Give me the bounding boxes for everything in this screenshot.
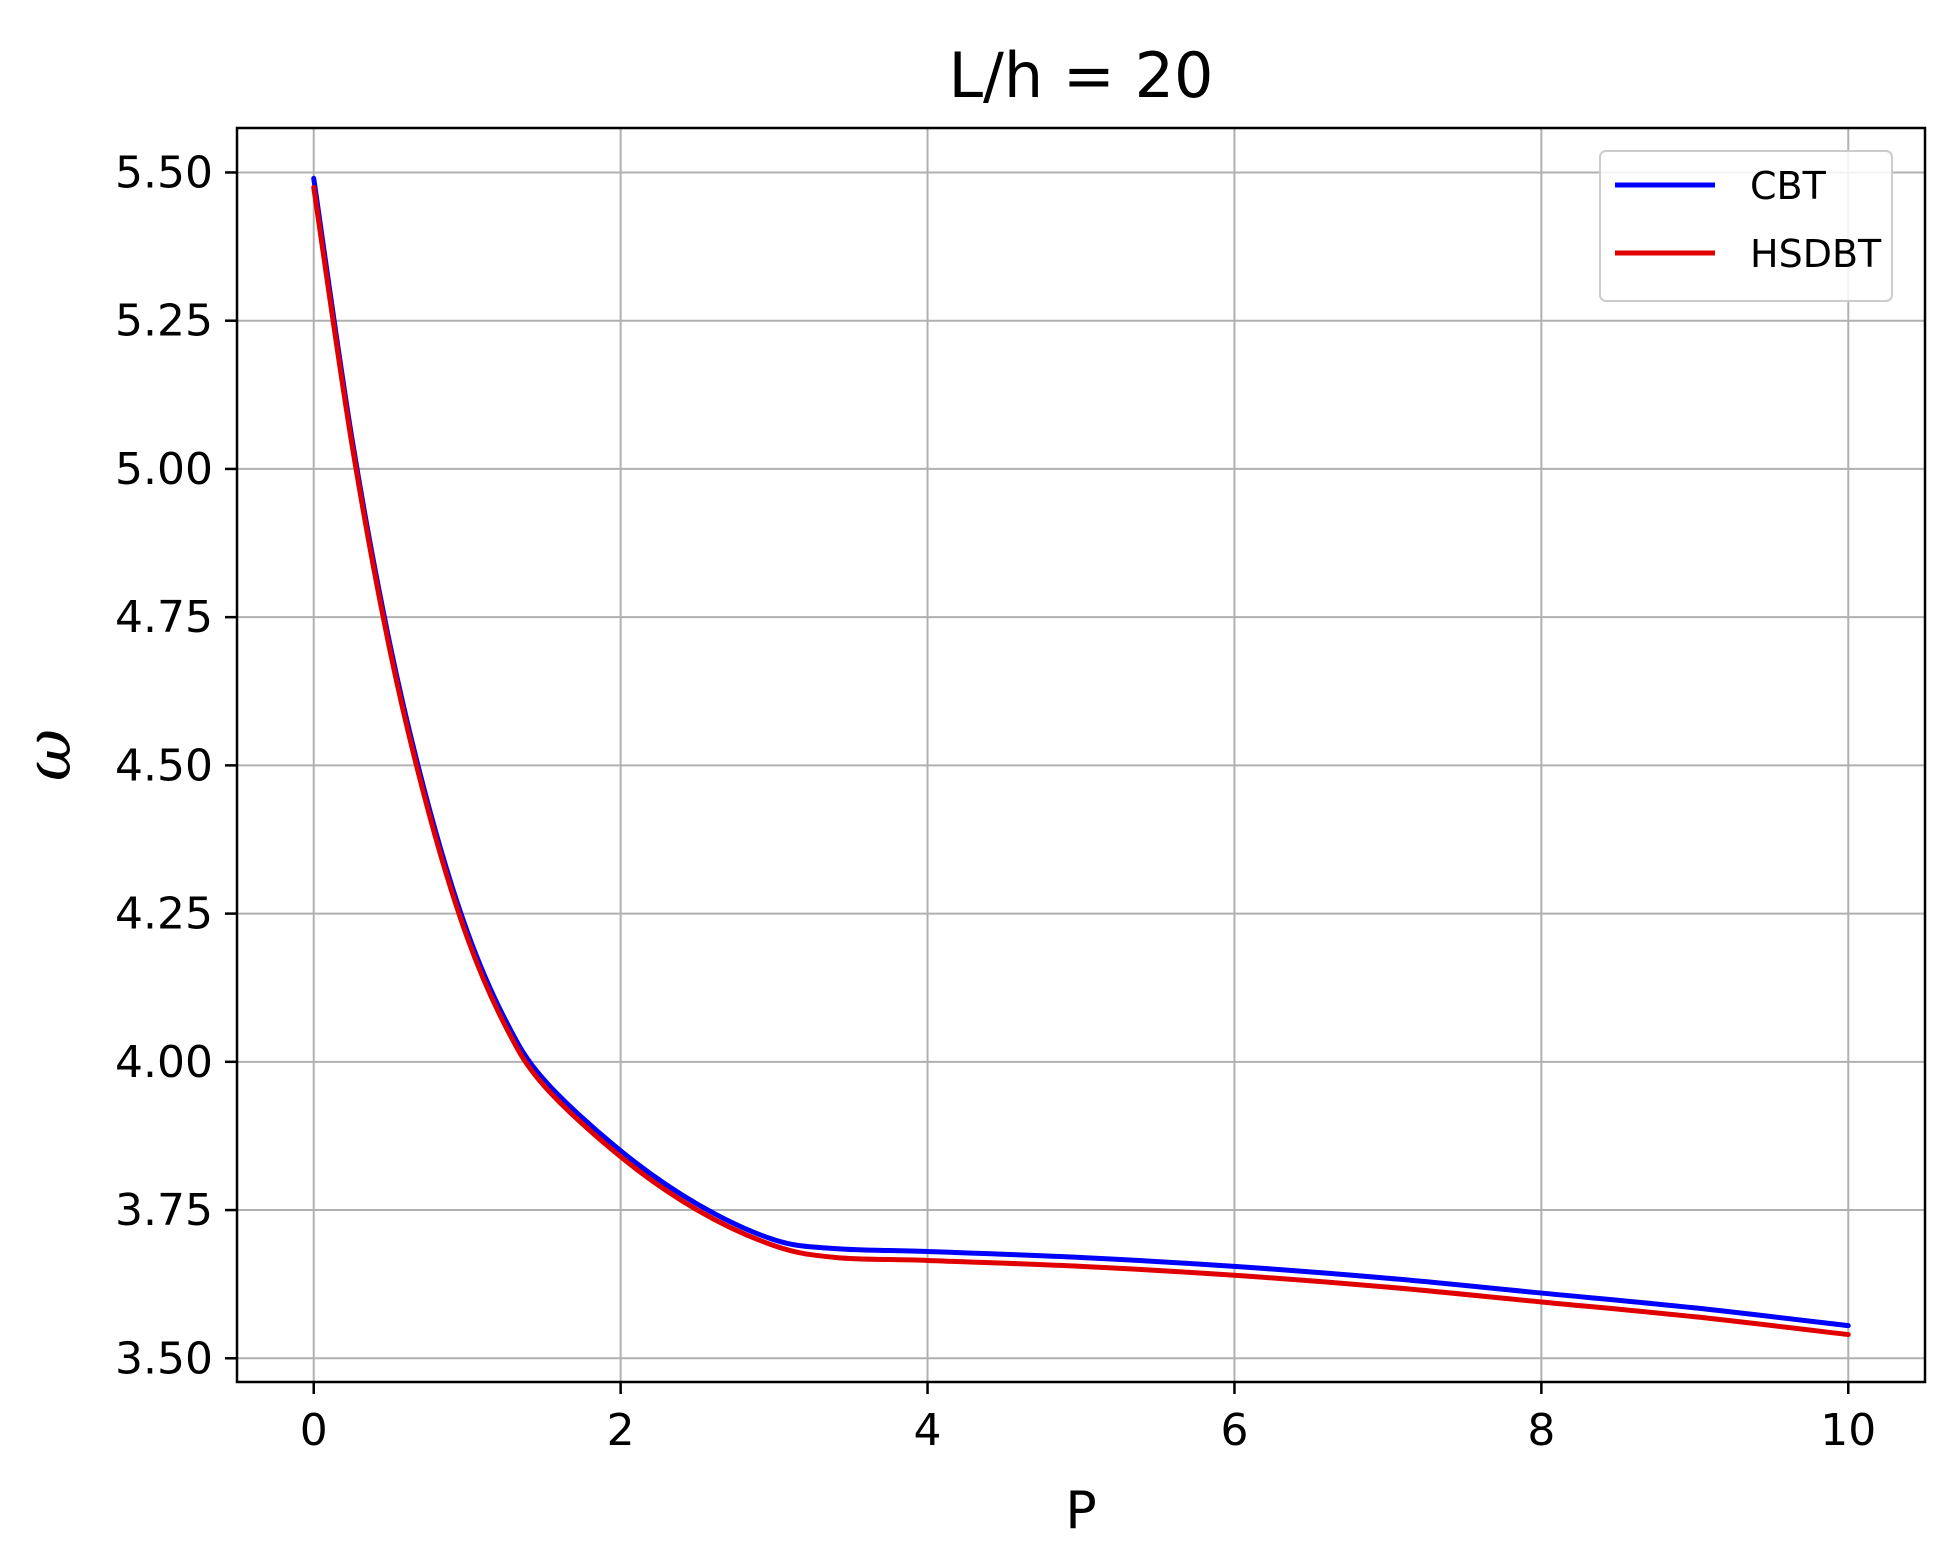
plot-frame xyxy=(235,126,1927,1384)
legend-label-hsdbt: HSDBT xyxy=(1750,232,1882,276)
y-tick-label: 4.25 xyxy=(115,889,213,940)
series-line-hsdbt xyxy=(311,184,1851,1338)
x-tick-label: 6 xyxy=(1220,1405,1248,1456)
x-tick-label: 8 xyxy=(1527,1405,1555,1456)
y-tick-label: 3.75 xyxy=(115,1185,213,1236)
x-tick-label: 0 xyxy=(300,1405,328,1456)
y-axis: 3.50 3.75 4.00 4.25 4.50 4.75 5.00 5.25 5.50 xyxy=(115,147,237,1384)
y-tick-label: 5.25 xyxy=(115,296,213,347)
series-layer xyxy=(311,175,1851,1338)
x-axis-label: P xyxy=(1065,1481,1096,1541)
legend-box xyxy=(1599,150,1893,302)
grid xyxy=(237,128,1925,1382)
legend: CBT HSDBT xyxy=(1599,150,1893,302)
y-tick-label: 5.00 xyxy=(115,444,213,495)
y-axis-label: ω xyxy=(12,729,86,781)
y-tick-label: 4.00 xyxy=(115,1037,213,1088)
series-line-cbt xyxy=(311,175,1851,1329)
x-tick-label: 2 xyxy=(607,1405,635,1456)
x-tick-label: 10 xyxy=(1820,1405,1876,1456)
y-tick-label: 5.50 xyxy=(115,147,213,198)
x-tick-label: 4 xyxy=(914,1405,942,1456)
y-tick-label: 3.50 xyxy=(115,1333,213,1384)
x-axis: 0 2 4 6 8 10 xyxy=(300,1382,1876,1456)
y-tick-label: 4.75 xyxy=(115,592,213,643)
y-tick-label: 4.50 xyxy=(115,740,213,791)
chart-title: L/h = 20 xyxy=(949,39,1214,112)
legend-label-cbt: CBT xyxy=(1750,164,1827,208)
